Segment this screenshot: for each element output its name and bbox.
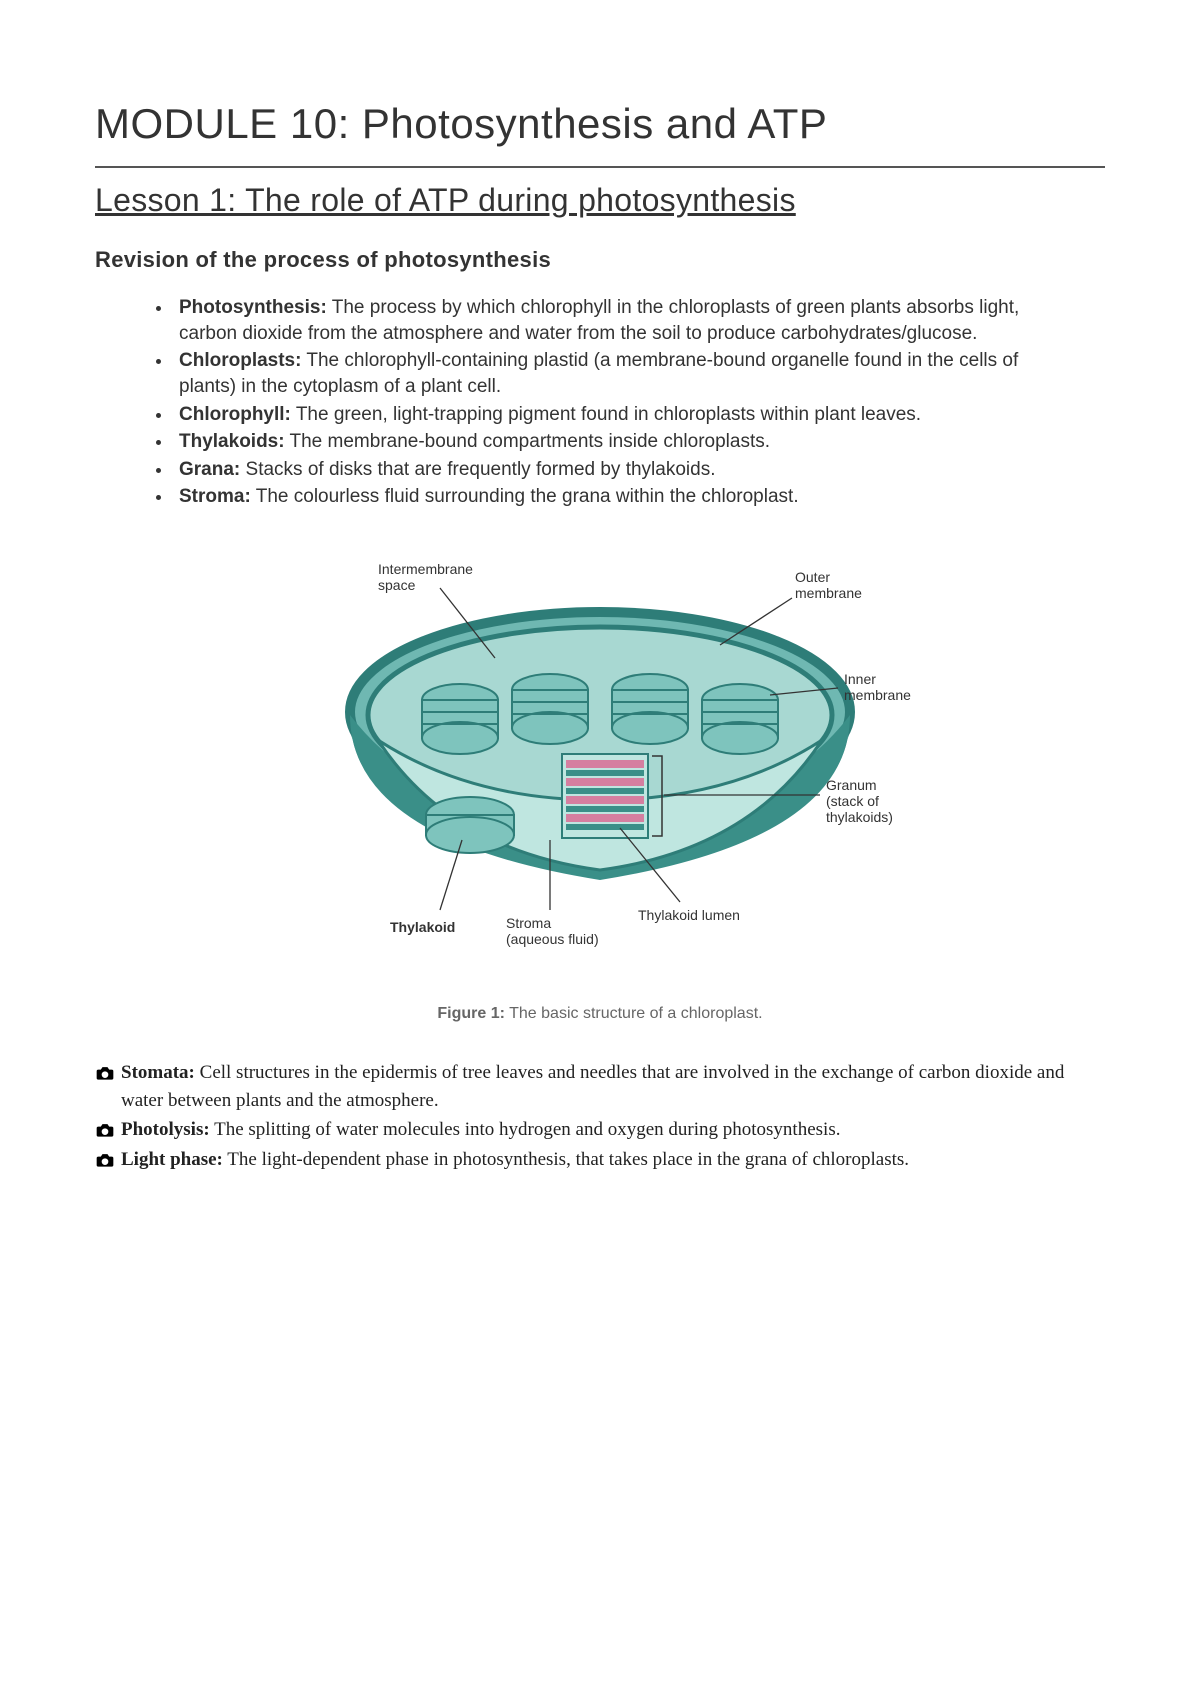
diagram-label: Intermembrane <box>378 561 473 577</box>
diagram-label: membrane <box>795 585 862 601</box>
list-item: Photolysis: The splitting of water molec… <box>95 1116 1105 1144</box>
list-item: Thylakoids: The membrane-bound compartme… <box>173 429 1045 455</box>
module-title: MODULE 10: Photosynthesis and ATP <box>95 100 1105 148</box>
definition-text: The green, light-trapping pigment found … <box>291 404 921 425</box>
term: Grana: <box>179 459 240 480</box>
diagram-label: Granum <box>826 777 877 793</box>
list-item: Chloroplasts: The chlorophyll-containing… <box>173 348 1045 399</box>
definition-text: The chlorophyll-containing plastid (a me… <box>179 350 1018 397</box>
diagram-label: thylakoids) <box>826 809 893 825</box>
term: Stroma: <box>179 486 251 507</box>
list-item: Photosynthesis: The process by which chl… <box>173 295 1045 346</box>
camera-icon <box>95 1063 115 1083</box>
figure-caption-bold: Figure 1: <box>437 1005 505 1022</box>
term: Chloroplasts: <box>179 350 301 371</box>
list-item: Grana: Stacks of disks that are frequent… <box>173 457 1045 483</box>
diagram-label: Stroma <box>506 915 551 931</box>
diagram-label: (aqueous fluid) <box>506 931 599 947</box>
diagram-label: space <box>378 577 416 593</box>
diagram-label: Inner <box>844 671 876 687</box>
definition-text: The splitting of water molecules into hy… <box>210 1119 841 1140</box>
diagram-label: Outer <box>795 569 830 585</box>
definition-text: The membrane-bound compartments inside c… <box>285 431 770 452</box>
lesson-title: Lesson 1: The role of ATP during photosy… <box>95 182 1105 219</box>
list-item: Chlorophyll: The green, light-trapping p… <box>173 402 1045 428</box>
term: Photolysis: <box>121 1119 210 1140</box>
definition-text: Stacks of disks that are frequently form… <box>240 459 715 480</box>
figure-caption: Figure 1: The basic structure of a chlor… <box>95 1005 1105 1023</box>
term: Photosynthesis: <box>179 297 327 318</box>
term: Thylakoids: <box>179 431 285 452</box>
term: Chlorophyll: <box>179 404 291 425</box>
definition-text: The light-dependent phase in photosynthe… <box>223 1149 909 1170</box>
term: Light phase: <box>121 1149 223 1170</box>
diagram-label: Thylakoid lumen <box>638 907 740 923</box>
term: Stomata: <box>121 1062 195 1083</box>
diagram-label: Thylakoid <box>390 919 455 935</box>
list-item: Stomata: Cell structures in the epidermi… <box>95 1059 1105 1114</box>
definition-list: Photosynthesis: The process by which chl… <box>173 295 1045 510</box>
camera-icon <box>95 1120 115 1140</box>
section-heading: Revision of the process of photosynthesi… <box>95 247 1105 273</box>
divider <box>95 166 1105 168</box>
figure-caption-text: The basic structure of a chloroplast. <box>505 1005 763 1022</box>
diagram-label: (stack of <box>826 793 879 809</box>
diagram-label: membrane <box>844 687 911 703</box>
definition-text: The colourless fluid surrounding the gra… <box>251 486 799 507</box>
list-item: Stroma: The colourless fluid surrounding… <box>173 484 1045 510</box>
definition-text: Cell structures in the epidermis of tree… <box>121 1062 1064 1111</box>
camera-icon <box>95 1150 115 1170</box>
lower-definitions: Stomata: Cell structures in the epidermi… <box>95 1059 1105 1173</box>
chloroplast-diagram: Intermembrane space Outer membrane Inner… <box>250 540 950 985</box>
list-item: Light phase: The light-dependent phase i… <box>95 1146 1105 1174</box>
